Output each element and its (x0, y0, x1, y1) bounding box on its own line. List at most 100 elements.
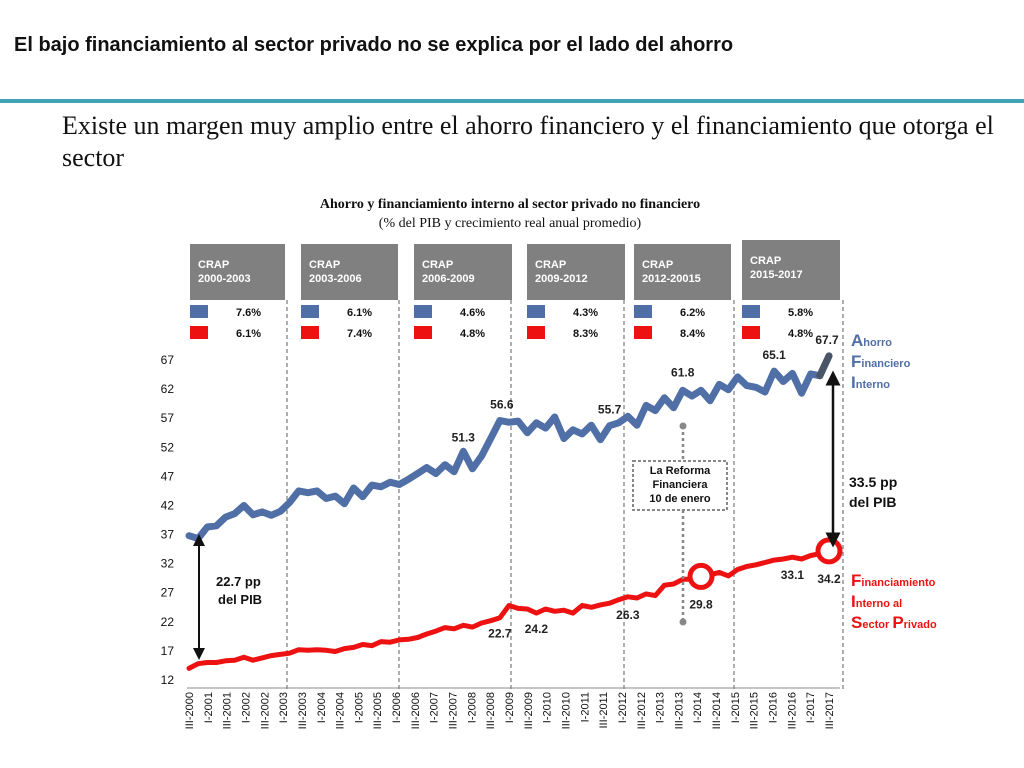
x-tick-label: III-2000 (184, 692, 196, 729)
chart-subtitle: (% del PIB y crecimiento real anual prom… (379, 216, 642, 231)
x-tick-label: I-2002 (240, 692, 252, 723)
reform-text-line1: La Reforma (650, 465, 711, 477)
slide-subtitle: Existe un margen muy amplio entre el aho… (62, 111, 994, 172)
period-panel-years: 2015-2017 (750, 269, 803, 281)
period-separators (286, 300, 844, 690)
period-panel-box (634, 244, 731, 300)
reform-dot-bottom (679, 618, 687, 626)
financiamiento-data-label: 34.2 (817, 572, 841, 586)
period-panel: CRAP 2000-2003 7.6% 6.1% (190, 244, 285, 340)
ahorro-legend-line: Financiero (851, 352, 911, 371)
y-tick-label: 37 (161, 528, 175, 542)
ahorro-legend-initial: A (851, 331, 863, 350)
ahorro-legend: Ahorro Financiero Interno (851, 331, 911, 392)
ahorro-swatch (742, 305, 760, 318)
x-tick-label: III-2017 (824, 692, 836, 729)
x-tick-label: III-2009 (523, 692, 535, 729)
period-panel-box (190, 244, 285, 300)
x-tick-label: I-2001 (203, 692, 215, 723)
period-panel: CRAP 2012-20015 6.2% 8.4% (634, 244, 731, 340)
reform-dot-top (679, 422, 687, 430)
period-financiamiento-growth: 4.8% (788, 328, 813, 340)
period-panel-box (301, 244, 398, 300)
period-financiamiento-growth: 8.3% (573, 328, 598, 340)
financiamiento-legend-initial: S (851, 613, 862, 632)
x-tick-label: III-2007 (448, 692, 460, 729)
period-panel-years: 2012-20015 (642, 273, 701, 285)
slide-title: El bajo financiamiento al sector privado… (14, 34, 734, 56)
ahorro-legend-line: Interno (851, 373, 890, 392)
ahorro-swatch (190, 305, 208, 318)
ahorro-data-label: 67.7 (815, 333, 839, 347)
period-panel-years: 2009-2012 (535, 273, 588, 285)
financiamiento-legend: Financiamiento Interno al Sector Privado (851, 571, 937, 632)
period-panel-years: 2003-2006 (309, 273, 362, 285)
financiamiento-data-label: 33.1 (781, 568, 805, 582)
period-ahorro-growth: 4.3% (573, 307, 598, 319)
gap-start-label-line1: 22.7 pp (216, 574, 261, 589)
period-financiamiento-growth: 7.4% (347, 328, 372, 340)
financiamiento-legend-initial: I (851, 592, 856, 611)
highlight-circle (687, 562, 715, 590)
y-axis: 67 62 57 52 47 42 37 32 27 22 17 12 (161, 353, 175, 687)
financiamiento-line (186, 548, 832, 671)
ahorro-legend-line: Ahorro (851, 331, 892, 350)
ahorro-line (185, 352, 833, 543)
y-tick-label: 12 (161, 673, 175, 687)
ahorro-swatch (414, 305, 432, 318)
y-tick-label: 42 (161, 498, 175, 512)
financiamiento-legend-rest: ector (862, 619, 892, 631)
y-tick-label: 67 (161, 353, 175, 367)
x-tick-label: I-2012 (617, 692, 629, 723)
x-tick-label: III-2013 (673, 692, 685, 729)
financiamiento-data-label: 29.8 (689, 597, 713, 611)
y-tick-label: 62 (161, 382, 175, 396)
financiamiento-data-label: 26.3 (616, 608, 640, 622)
data-labels: 51.3 56.6 55.7 61.8 65.1 67.7 22.7 24.2 26.3 29.8… (452, 333, 841, 641)
financiamiento-legend-line: Financiamiento (851, 571, 936, 590)
x-tick-label: III-2002 (259, 692, 271, 729)
period-ahorro-growth: 6.1% (347, 307, 372, 319)
ahorro-legend-initial: I (851, 373, 856, 392)
x-tick-label: I-2013 (655, 692, 667, 723)
period-financiamiento-growth: 6.1% (236, 328, 261, 340)
highlight-circle (815, 537, 843, 565)
period-panel-years: 2000-2003 (198, 273, 251, 285)
series-lines (185, 352, 833, 671)
period-panel-name: CRAP (309, 259, 340, 271)
period-panel-name: CRAP (750, 255, 781, 267)
gap-end-label-line2: del PIB (849, 494, 896, 510)
period-panel-name: CRAP (422, 259, 453, 271)
period-panel-box (527, 244, 625, 300)
y-tick-label: 32 (161, 557, 175, 571)
financiamiento-legend-rest: inanciamiento (861, 577, 935, 589)
x-tick-label: I-2011 (579, 692, 591, 722)
period-panel: CRAP 2003-2006 6.1% 7.4% (301, 244, 398, 340)
x-tick-label: III-2008 (485, 692, 497, 729)
annotations: La Reforma Financiera 10 de enero 22.7 pp de… (193, 370, 897, 660)
period-panel: CRAP 2009-2012 4.3% 8.3% (527, 244, 625, 340)
ahorro-legend-rest: horro (863, 337, 892, 349)
financiamiento-swatch (414, 326, 432, 339)
financiamiento-legend-line: Interno al (851, 592, 902, 611)
title-divider (0, 99, 1024, 103)
x-tick-label: I-2005 (353, 692, 365, 723)
x-tick-label: I-2004 (316, 692, 328, 723)
financiamiento-swatch (742, 326, 760, 339)
financiamiento-legend-line: Sector Privado (851, 613, 937, 632)
reform-text-line2: Financiera (652, 479, 708, 491)
period-financiamiento-growth: 4.8% (460, 328, 485, 340)
y-tick-label: 47 (161, 469, 175, 483)
financiamiento-swatch (527, 326, 545, 339)
x-tick-label: III-2005 (372, 692, 384, 729)
x-tick-label: III-2012 (636, 692, 648, 729)
gap-end-label-line1: 33.5 pp (849, 474, 897, 490)
x-tick-label: I-2007 (429, 692, 441, 723)
financiamiento-legend-rest: rivado (904, 619, 937, 631)
period-panel: CRAP 2015-2017 5.8% 4.8% (742, 240, 840, 340)
y-tick-label: 22 (161, 615, 175, 629)
financiamiento-legend-initial: P (892, 613, 903, 632)
reform-text-line3: 10 de enero (649, 493, 710, 505)
ahorro-last-segment (816, 352, 833, 380)
